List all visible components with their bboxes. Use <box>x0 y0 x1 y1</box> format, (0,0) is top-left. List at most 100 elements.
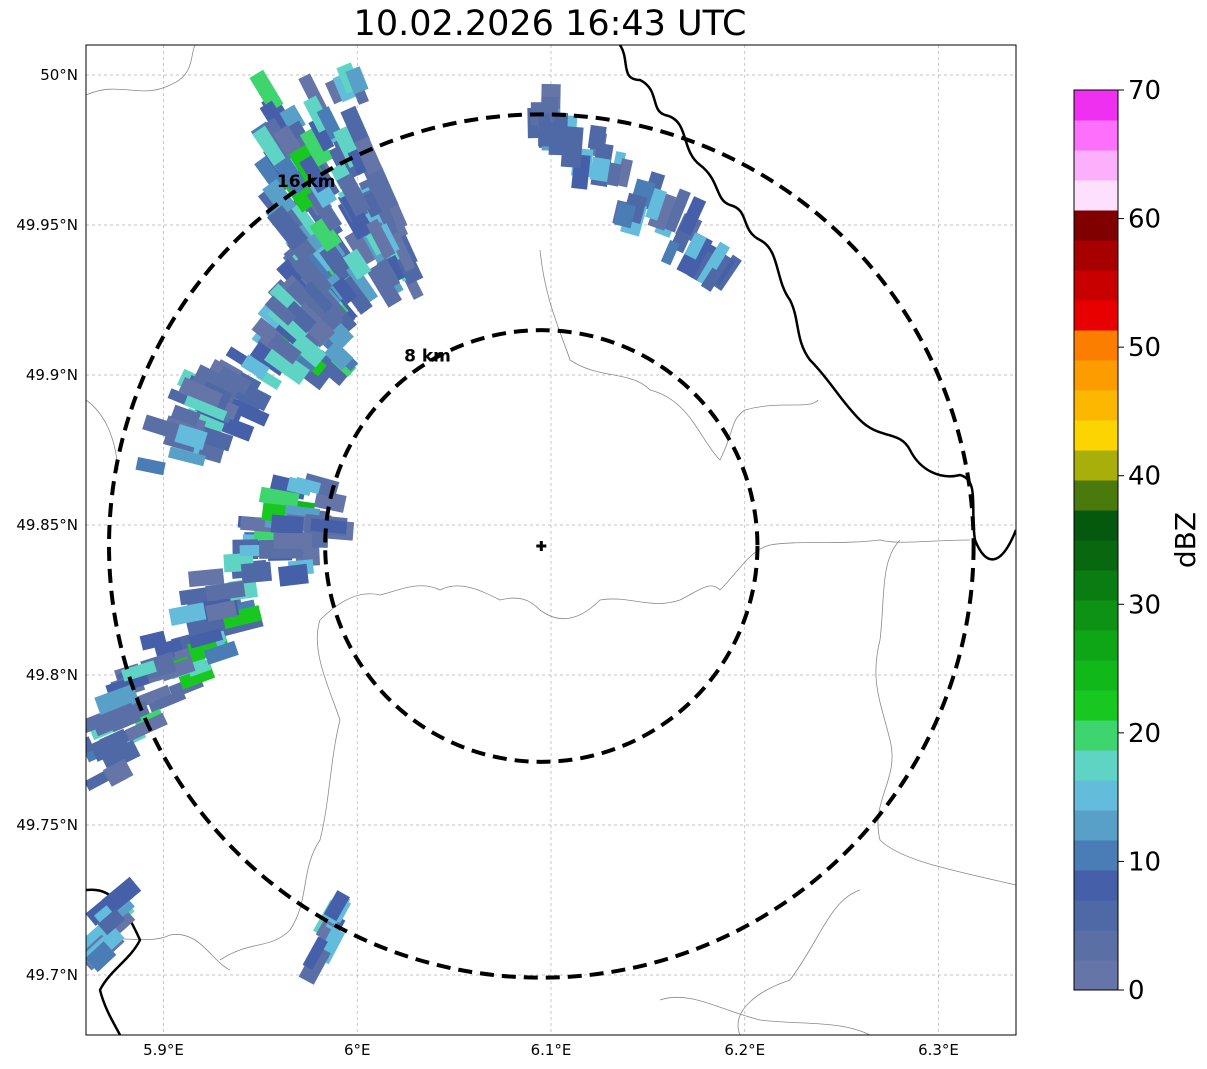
echo-gate <box>336 172 371 217</box>
colorbar-bin <box>1074 840 1118 871</box>
colorbar-bin <box>1074 240 1118 271</box>
echo-gate <box>266 205 309 251</box>
echo-gate <box>366 263 403 308</box>
range-rings: 8 km 16 km <box>107 112 976 980</box>
echo-gate <box>310 518 348 535</box>
echo-gate <box>228 398 270 427</box>
echo-gate <box>108 708 142 733</box>
x-tick-label: 6.3°E <box>918 1041 959 1059</box>
border-line <box>875 539 1016 886</box>
echo-gate <box>303 281 334 313</box>
y-tick-label: 49.9°N <box>26 366 78 384</box>
colorbar-bin <box>1074 690 1118 721</box>
colorbar-tick-label: 70 <box>1128 76 1161 106</box>
echo-gate <box>606 162 623 187</box>
colorbar-bin <box>1074 210 1118 241</box>
border-line <box>737 889 861 1035</box>
echo-gate <box>254 154 291 196</box>
plot-area: 8 km 16 km <box>85 44 1017 1036</box>
echo-gate <box>552 112 569 148</box>
colorbar-bin <box>1074 300 1118 331</box>
x-axis-ticks: 5.9°E 6°E 6.1°E 6.2°E 6.3°E <box>143 1041 959 1059</box>
colorbar-tick-label: 0 <box>1128 976 1145 1006</box>
echo-gate <box>299 155 330 194</box>
colorbar-label: dBZ <box>1169 512 1202 568</box>
border-line <box>86 45 196 96</box>
radar-site-marker <box>536 541 547 551</box>
echo-gate <box>188 568 225 588</box>
colorbar-bin <box>1074 600 1118 631</box>
colorbar-bin <box>1074 180 1118 211</box>
echo-gate <box>183 395 228 422</box>
echo-cluster-central-west-band <box>135 248 379 476</box>
colorbar-bin <box>1074 810 1118 841</box>
colorbar-bin <box>1074 480 1118 511</box>
echo-gate <box>121 660 157 682</box>
y-tick-label: 49.85°N <box>16 516 78 534</box>
echo-gate <box>291 253 333 298</box>
echo-gate <box>170 404 201 427</box>
echo-gate <box>273 156 309 196</box>
echo-gate <box>264 295 297 326</box>
colorbar-tick-label: 50 <box>1128 333 1161 363</box>
echo-gate <box>645 187 667 221</box>
echo-gate <box>283 279 313 309</box>
echo-gate <box>100 739 141 772</box>
colorbar-bin <box>1074 270 1118 301</box>
range-ring-label: 8 km <box>404 347 451 367</box>
echo-cluster-southwest-band <box>86 473 355 792</box>
echo-gate <box>363 165 393 208</box>
range-ring <box>107 112 976 980</box>
colorbar-frame <box>1073 89 1119 991</box>
colorbar: 0 10 20 30 40 50 60 70 dBZ <box>1073 76 1202 1006</box>
echo-gate <box>273 532 313 550</box>
echo-gate <box>205 600 238 622</box>
echo-gate <box>301 288 344 332</box>
y-tick-label: 50°N <box>40 66 78 84</box>
colorbar-bin <box>1074 420 1118 451</box>
echo-gate <box>345 66 369 95</box>
range-ring <box>323 328 760 764</box>
echo-gate <box>203 640 239 665</box>
colorbar-bin <box>1074 150 1118 181</box>
echo-gate <box>308 117 335 152</box>
echo-gate <box>678 196 707 236</box>
range-ring-label: 16 km <box>277 172 336 192</box>
y-tick-label: 49.8°N <box>26 666 78 684</box>
colorbar-bin <box>1074 450 1118 481</box>
colorbar-bin <box>1074 90 1118 121</box>
border-line <box>539 249 819 461</box>
echo-gate <box>366 218 396 260</box>
echo-gate <box>354 136 383 175</box>
echo-gate <box>347 149 368 176</box>
colorbar-bin <box>1074 120 1118 151</box>
echo-gate <box>663 188 691 233</box>
colorbar-bin <box>1074 360 1118 391</box>
colorbar-tick-label: 10 <box>1128 847 1161 877</box>
colorbar-tick-label: 40 <box>1128 462 1161 492</box>
echo-gate <box>306 187 342 232</box>
echo-gate <box>216 366 252 396</box>
echo-gate <box>313 489 347 513</box>
colorbar-bin <box>1074 720 1118 751</box>
echo-gate <box>178 377 223 410</box>
echo-gate <box>102 758 134 787</box>
echo-gate <box>684 232 707 260</box>
y-axis-ticks: 50°N 49.95°N 49.9°N 49.85°N 49.8°N 49.75°N 49.… <box>16 66 78 984</box>
border-line <box>319 539 971 621</box>
echo-gate <box>89 730 130 762</box>
echo-gate <box>706 241 731 270</box>
echo-gate <box>102 876 142 914</box>
country-border <box>618 45 1016 561</box>
echo-gate <box>342 248 372 280</box>
colorbar-bin <box>1074 780 1118 811</box>
echo-gate <box>319 243 355 283</box>
echo-gate <box>700 252 732 292</box>
echo-gate <box>97 908 126 936</box>
colorbar-bin <box>1074 750 1118 781</box>
colorbar-bin <box>1074 510 1118 541</box>
echo-gate <box>277 563 309 587</box>
echo-gate <box>376 258 401 289</box>
colorbar-bin <box>1074 930 1118 961</box>
